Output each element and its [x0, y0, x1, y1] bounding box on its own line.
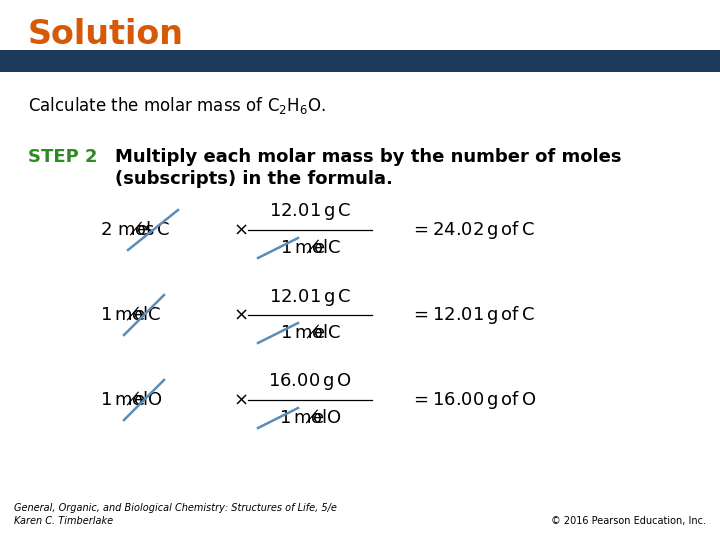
Text: $=12.01\,\mathrm{g\,of\,C}$: $=12.01\,\mathrm{g\,of\,C}$: [410, 304, 535, 326]
Text: $2\ \mathrm{mol}\!\!\!\not\!\!\mathrm{e}\!\mathrm{s}\,\mathrm{C}$: $2\ \mathrm{mol}\!\!\!\not\!\!\mathrm{e}…: [100, 221, 170, 239]
Bar: [0, 50, 720, 72]
Text: $12.01\,\mathrm{g\,C}$: $12.01\,\mathrm{g\,C}$: [269, 201, 351, 222]
Text: General, Organic, and Biological Chemistry: Structures of Life, 5/e
Karen C. Tim: General, Organic, and Biological Chemist…: [14, 503, 337, 526]
Text: $\times$: $\times$: [233, 306, 247, 324]
Text: $\times$: $\times$: [233, 221, 247, 239]
Text: $12.01\,\mathrm{g\,C}$: $12.01\,\mathrm{g\,C}$: [269, 287, 351, 307]
Text: © 2016 Pearson Education, Inc.: © 2016 Pearson Education, Inc.: [551, 516, 706, 526]
Text: $1\,\mathrm{mol}\!\!\!\not\!\!\mathrm{e}\,\mathrm{C}$: $1\,\mathrm{mol}\!\!\!\not\!\!\mathrm{e}…: [279, 324, 341, 342]
Text: $1\,\mathrm{mol}\!\!\!\not\!\!\mathrm{e}\,\mathrm{O}$: $1\,\mathrm{mol}\!\!\!\not\!\!\mathrm{e}…: [279, 409, 341, 427]
Text: $\times$: $\times$: [233, 391, 247, 409]
Text: Solution: Solution: [28, 18, 184, 51]
Text: $1\,\mathrm{mol}\!\!\!\not\!\!\mathrm{e}\,\mathrm{C}$: $1\,\mathrm{mol}\!\!\!\not\!\!\mathrm{e}…: [279, 239, 341, 257]
Text: Multiply each molar mass by the number of moles: Multiply each molar mass by the number o…: [115, 148, 621, 166]
Text: $=24.02\,\mathrm{g\,of\,C}$: $=24.02\,\mathrm{g\,of\,C}$: [410, 219, 535, 241]
Text: $16.00\,\mathrm{g\,O}$: $16.00\,\mathrm{g\,O}$: [268, 372, 352, 393]
Text: (subscripts) in the formula.: (subscripts) in the formula.: [115, 170, 393, 188]
Text: Calculate the molar mass of C$_2$H$_6$O.: Calculate the molar mass of C$_2$H$_6$O.: [28, 95, 326, 116]
Text: $1\,\mathrm{mol}\!\!\!\not\!\!\mathrm{e}\,\mathrm{C}$: $1\,\mathrm{mol}\!\!\!\not\!\!\mathrm{e}…: [100, 306, 161, 324]
Text: STEP 2: STEP 2: [28, 148, 97, 166]
Text: $=16.00\,\mathrm{g\,of\,O}$: $=16.00\,\mathrm{g\,of\,O}$: [410, 389, 536, 411]
Text: $1\,\mathrm{mol}\!\!\!\not\!\!\mathrm{e}\,\mathrm{O}$: $1\,\mathrm{mol}\!\!\!\not\!\!\mathrm{e}…: [100, 391, 163, 409]
